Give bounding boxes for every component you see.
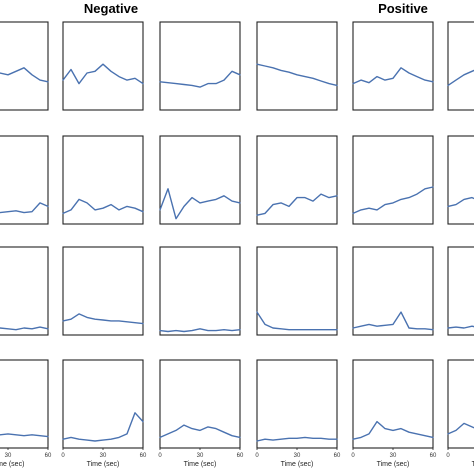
x-axis-label: Time (sec) [184, 461, 217, 468]
panel-frame [62, 21, 144, 111]
x-tick-label: 0 [61, 453, 65, 459]
panel-frame [0, 359, 49, 449]
x-tick-label: 0 [351, 453, 355, 459]
panel-r1-c4 [352, 135, 434, 225]
x-tick-label: 60 [430, 453, 437, 459]
panel-r2-c1 [62, 246, 144, 336]
x-tick-label: 60 [237, 453, 244, 459]
panel-r0-c1 [62, 21, 144, 111]
panel-r3-c0: 30 60 Time (sec) [0, 359, 52, 468]
panel-frame [256, 21, 338, 111]
panel-r0-c4 [352, 21, 434, 111]
panel-r3-c3: 0 30 60 Time (sec) [255, 359, 341, 468]
trace-line [0, 433, 49, 438]
panel-r0-c3 [256, 21, 338, 111]
panel-frame [447, 246, 474, 336]
panel-r1-c0 [0, 135, 49, 225]
panel-r1-c1 [62, 135, 144, 225]
x-tick-label: 30 [100, 453, 107, 459]
panel-frame [62, 246, 144, 336]
panel-frame [0, 135, 49, 225]
x-tick-label: 60 [140, 453, 147, 459]
group-title-positive: Positive [378, 1, 428, 16]
x-tick-label: 30 [197, 453, 204, 459]
panel-frame [62, 135, 144, 225]
x-tick-label: 0 [255, 453, 259, 459]
panel-frame [159, 21, 241, 111]
panel-r3-c1: 0 30 60 Time (sec) [61, 359, 147, 468]
panels-layer: 30 60 Time (sec) 0 30 60 Time (sec) 0 30 60 Time (… [0, 21, 474, 468]
trace-line [447, 69, 474, 87]
x-tick-label: 30 [294, 453, 301, 459]
panel-frame [447, 135, 474, 225]
trace-line [62, 313, 144, 325]
x-axis-label: Time (sec) [87, 461, 120, 468]
trace-line [352, 311, 434, 331]
panel-r2-c3 [256, 246, 338, 336]
panel-r2-c5 [447, 246, 474, 336]
trace-line [0, 67, 49, 83]
trace-line [447, 196, 474, 208]
panel-r1-c2 [159, 135, 241, 225]
panel-frame [159, 135, 241, 225]
trace-line [159, 188, 241, 220]
trace-line [447, 325, 474, 329]
panel-r0-c5 [447, 21, 474, 111]
panel-frame [256, 135, 338, 225]
panel-r1-c5 [447, 135, 474, 225]
panel-frame [352, 246, 434, 336]
panel-r3-c2: 0 30 60 Time (sec) [158, 359, 244, 468]
panel-frame [447, 21, 474, 111]
x-axis-label: Time (sec) [377, 461, 410, 468]
panel-frame [256, 359, 338, 449]
panel-r0-c0 [0, 21, 49, 111]
trace-line [352, 420, 434, 440]
x-tick-label: 0 [158, 453, 162, 459]
panel-frame [159, 359, 241, 449]
panel-frame [159, 246, 241, 336]
trace-line [256, 193, 338, 216]
group-title-negative: Negative [84, 1, 138, 16]
panel-frame [62, 359, 144, 449]
trace-line [62, 198, 144, 215]
panel-r0-c2 [159, 21, 241, 111]
x-axis-label: Time (sec) [281, 461, 314, 468]
trace-line [352, 67, 434, 85]
x-tick-label: 30 [5, 453, 12, 459]
trace-line [62, 412, 144, 442]
panel-r3-c4: 0 30 60 Time (sec) [351, 359, 437, 468]
trace-line [352, 186, 434, 215]
panel-r1-c3 [256, 135, 338, 225]
panel-frame [447, 359, 474, 449]
x-axis-label: Time (sec) [472, 461, 474, 468]
trace-line [159, 424, 241, 439]
trace-line [256, 311, 338, 331]
panel-frame [256, 246, 338, 336]
trace-line [447, 422, 474, 435]
x-tick-label: 30 [390, 453, 397, 459]
panel-frame [0, 246, 49, 336]
panel-frame [352, 21, 434, 111]
trace-line [256, 436, 338, 442]
trace-line [62, 63, 144, 85]
x-tick-label: 60 [334, 453, 341, 459]
trace-line [0, 326, 49, 331]
panel-r2-c2 [159, 246, 241, 336]
x-tick-label: 0 [446, 453, 450, 459]
panel-r2-c0 [0, 246, 49, 336]
panel-r2-c4 [352, 246, 434, 336]
panel-frame [352, 135, 434, 225]
x-axis-label: Time (sec) [0, 461, 24, 468]
trace-line [0, 202, 49, 214]
panel-frame [0, 21, 49, 111]
x-tick-label: 60 [45, 453, 52, 459]
trace-line [159, 328, 241, 333]
trace-line [256, 63, 338, 87]
trace-line [159, 70, 241, 88]
